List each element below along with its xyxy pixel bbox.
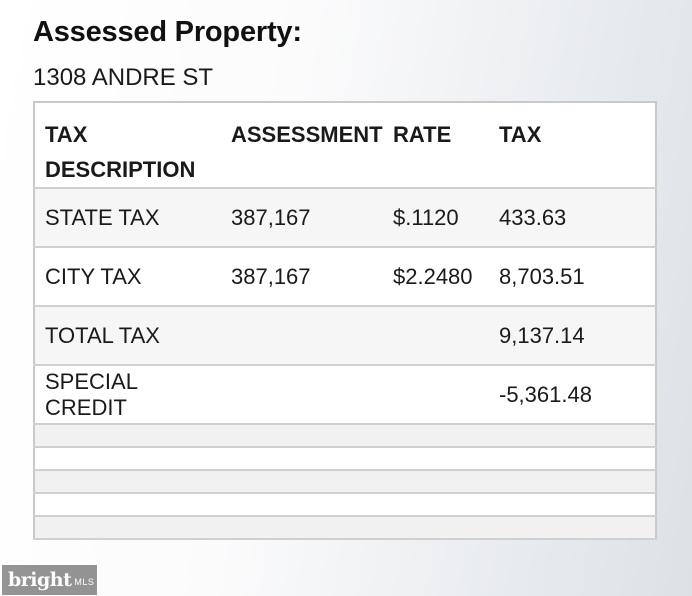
cell-tax: 8,703.51 (489, 247, 656, 307)
table-row-empty (34, 424, 656, 448)
empty-cell (34, 493, 656, 517)
table-row-empty (34, 516, 656, 540)
cell-tax: 433.63 (489, 188, 656, 248)
table-row-empty (34, 493, 656, 517)
table-row-total-tax: TOTAL TAX 9,137.14 (34, 306, 656, 366)
cell-description: CITY TAX (34, 247, 221, 307)
header-tax-description: TAX DESCRIPTION (34, 102, 221, 189)
table-row-state-tax: STATE TAX 387,167 $.1120 433.63 (34, 188, 656, 248)
section-heading: Assessed Property: (33, 16, 302, 48)
cell-description: SPECIAL CREDIT (34, 365, 221, 425)
table-row-empty (34, 447, 656, 471)
cell-rate (383, 306, 489, 366)
table-row-city-tax: CITY TAX 387,167 $2.2480 8,703.51 (34, 247, 656, 307)
cell-rate (383, 365, 489, 425)
watermark-brand: bright (8, 569, 72, 591)
watermark-suffix: MLS (74, 577, 95, 587)
table-row-empty (34, 470, 656, 494)
tax-table: TAX DESCRIPTION ASSESSMENT RATE TAX STAT… (33, 101, 657, 540)
cell-rate: $.1120 (383, 188, 489, 248)
cell-description: TOTAL TAX (34, 306, 221, 366)
cell-assessment (221, 306, 383, 366)
cell-tax: 9,137.14 (489, 306, 656, 366)
empty-cell (34, 424, 656, 448)
cell-rate: $2.2480 (383, 247, 489, 307)
property-address: 1308 ANDRE ST (33, 64, 214, 91)
cell-assessment: 387,167 (221, 247, 383, 307)
cell-description: STATE TAX (34, 188, 221, 248)
header-assessment: ASSESSMENT (221, 102, 383, 189)
cell-assessment (221, 365, 383, 425)
header-tax: TAX (489, 102, 656, 189)
table-row-special-credit: SPECIAL CREDIT -5,361.48 (34, 365, 656, 425)
cell-tax: -5,361.48 (489, 365, 656, 425)
header-tax-description-line1: TAX (45, 122, 88, 147)
cell-assessment: 387,167 (221, 188, 383, 248)
bright-mls-watermark: bright MLS (2, 565, 97, 595)
empty-cell (34, 447, 656, 471)
empty-cell (34, 516, 656, 540)
header-rate: RATE (383, 102, 489, 189)
empty-cell (34, 470, 656, 494)
header-tax-description-line2: DESCRIPTION (45, 157, 196, 182)
table-header-row: TAX DESCRIPTION ASSESSMENT RATE TAX (34, 102, 656, 189)
